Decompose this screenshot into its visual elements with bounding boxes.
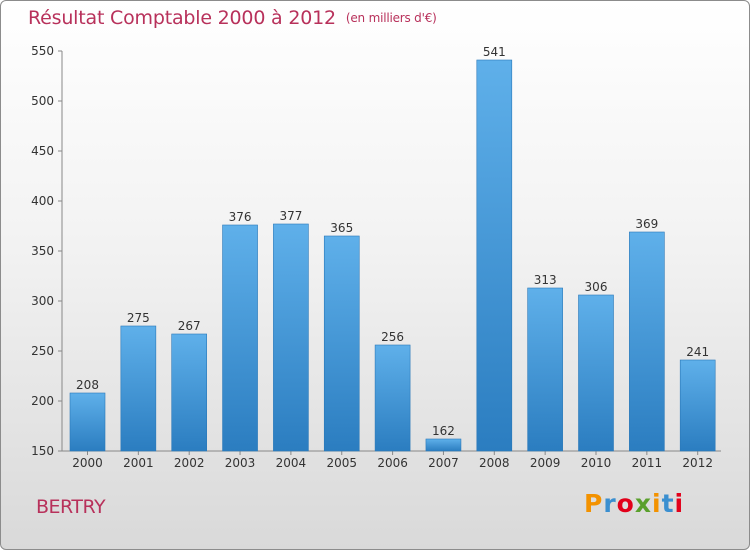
- y-tick-label: 550: [31, 44, 54, 58]
- bar: [69, 392, 106, 452]
- y-tick-label: 400: [31, 194, 54, 208]
- x-tick-label: 2002: [174, 456, 205, 470]
- x-tick-label: 2007: [428, 456, 459, 470]
- x-tick-label: 2001: [123, 456, 154, 470]
- y-tick-label: 350: [31, 244, 54, 258]
- x-tick-label: 2006: [377, 456, 408, 470]
- x-tick-label: 2011: [632, 456, 663, 470]
- x-tick-label: 2003: [225, 456, 256, 470]
- x-tick-label: 2009: [530, 456, 561, 470]
- x-tick-label: 2008: [479, 456, 510, 470]
- logo-letter: i: [652, 489, 662, 518]
- value-label: 162: [432, 424, 455, 438]
- bar: [629, 231, 665, 452]
- logo-letter: x: [634, 489, 652, 518]
- bar: [527, 287, 563, 452]
- bar: [222, 224, 258, 452]
- bar: [679, 359, 716, 452]
- y-tick-label: 450: [31, 144, 54, 158]
- y-tick-label: 250: [31, 344, 54, 358]
- value-label: 541: [483, 45, 506, 59]
- bar: [578, 294, 614, 452]
- y-tick-label: 500: [31, 94, 54, 108]
- bars-group: [69, 59, 716, 452]
- logo-letter: t: [661, 489, 675, 518]
- y-tick-label: 150: [31, 444, 54, 458]
- x-tick-label: 2010: [581, 456, 612, 470]
- x-tick-label: 2000: [72, 456, 103, 470]
- logo-letter: r: [603, 489, 617, 518]
- bar: [323, 235, 360, 452]
- value-label: 267: [178, 319, 201, 333]
- commune-name: BERTRY: [36, 496, 106, 518]
- bar: [374, 344, 411, 452]
- bar: [273, 223, 309, 452]
- bar: [476, 59, 513, 452]
- x-tick-label: 2012: [682, 456, 713, 470]
- chart-title: Résultat Comptable 2000 à 2012 (en millie…: [28, 7, 437, 29]
- bar: [425, 438, 462, 452]
- value-label: 275: [127, 311, 150, 325]
- y-tick-label: 300: [31, 294, 54, 308]
- value-label: 376: [229, 210, 252, 224]
- value-label: 369: [635, 217, 658, 231]
- logo-letter: o: [616, 489, 635, 518]
- value-label: 241: [686, 345, 709, 359]
- value-label: 377: [279, 209, 302, 223]
- x-tick-label: 2004: [276, 456, 307, 470]
- value-label: 365: [330, 221, 353, 235]
- chart-subtitle: (en milliers d'€): [345, 11, 437, 25]
- value-label: 208: [76, 378, 99, 392]
- logo-letter: i: [674, 489, 685, 518]
- bar: [171, 333, 207, 452]
- value-label: 306: [585, 280, 608, 294]
- value-label: 313: [534, 273, 557, 287]
- value-label: 256: [381, 330, 404, 344]
- proxiti-logo: Proxiti: [584, 489, 684, 518]
- bar: [120, 325, 157, 452]
- x-tick-label: 2005: [326, 456, 357, 470]
- labels-group: 208 2000 275 2001 267 2002 376 2003 377 2004 365 20…: [72, 45, 713, 470]
- y-tick-label: 200: [31, 394, 54, 408]
- logo-letter: P: [584, 489, 604, 518]
